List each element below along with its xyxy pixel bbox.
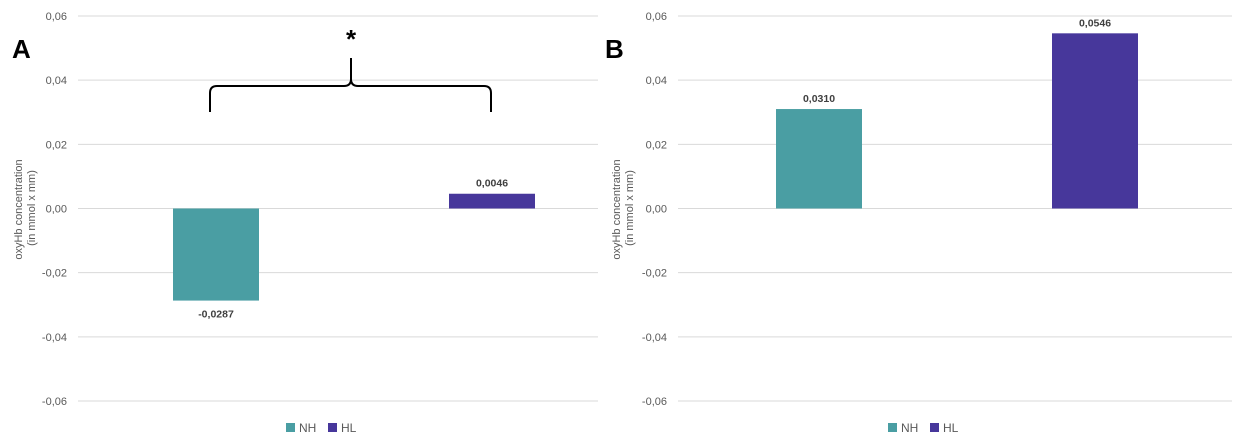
legend: NH HL [888, 421, 959, 435]
y-axis-label-line-2: (in mmol x mm) [624, 170, 636, 246]
y-tick-label: 0,04 [646, 75, 667, 87]
y-axis-label-line-1: oxyHb concentration [13, 159, 25, 259]
bars [776, 33, 1138, 209]
data-label-nh: 0,0310 [803, 93, 835, 105]
y-tick-label: 0,02 [46, 139, 67, 151]
data-labels: -0,0287 0,0046 [198, 178, 508, 321]
bar-hl [1052, 33, 1138, 209]
y-tick-label: 0,00 [646, 204, 667, 216]
legend-swatch-hl [930, 423, 939, 432]
y-tick-label: 0,06 [46, 11, 67, 23]
bar-nh [173, 208, 259, 301]
data-label-hl: 0,0046 [476, 178, 508, 190]
y-axis-label-line-2: (in mmol x mm) [26, 170, 38, 246]
data-labels: 0,0310 0,0546 [803, 17, 1111, 105]
panel-label-a: A [12, 34, 31, 64]
legend-label-hl: HL [943, 421, 959, 435]
y-tick-label: 0,02 [646, 139, 667, 151]
y-tick-label: -0,06 [642, 396, 667, 408]
y-tick-label: 0,00 [46, 204, 67, 216]
legend-swatch-nh [888, 423, 897, 432]
y-tick-label: -0,04 [642, 332, 667, 344]
y-tick-label: -0,02 [642, 268, 667, 280]
gridlines [78, 15, 598, 402]
y-axis-label: oxyHb concentration (in mmol x mm) [611, 156, 636, 259]
legend-swatch-hl [328, 423, 337, 432]
legend: NH HL [286, 421, 357, 435]
y-tick-label: 0,06 [646, 11, 667, 23]
significance-brace [209, 58, 492, 112]
legend-label-nh: NH [901, 421, 918, 435]
y-tick-label: 0,04 [46, 75, 67, 87]
y-tick-label: -0,02 [42, 268, 67, 280]
y-axis-label-line-1: oxyHb concentration [611, 159, 623, 259]
significance-star: * [346, 24, 357, 54]
panel-label-b: B [605, 34, 624, 64]
gridlines [678, 15, 1232, 402]
bar-hl [449, 193, 535, 209]
data-label-nh: -0,0287 [198, 309, 234, 321]
bars [173, 193, 535, 301]
y-axis-label: oxyHb concentration (in mmol x mm) [13, 156, 38, 259]
significance-annotation: * [209, 24, 492, 112]
data-label-hl: 0,0546 [1079, 17, 1111, 29]
legend-swatch-nh [286, 423, 295, 432]
legend-label-nh: NH [299, 421, 316, 435]
chart-panel-a: A oxyHb concentration (in mmol x mm) -0,… [12, 11, 598, 435]
y-tick-label: -0,06 [42, 396, 67, 408]
y-tick-label: -0,04 [42, 332, 67, 344]
bar-nh [776, 109, 862, 209]
legend-label-hl: HL [341, 421, 357, 435]
y-tick-labels: -0,06 -0,04 -0,02 0,00 0,02 0,04 0,06 [42, 11, 67, 408]
y-tick-labels: -0,06 -0,04 -0,02 0,00 0,02 0,04 0,06 [642, 11, 667, 408]
chart-panel-b: B oxyHb concentration (in mmol x mm) -0,… [605, 11, 1232, 435]
